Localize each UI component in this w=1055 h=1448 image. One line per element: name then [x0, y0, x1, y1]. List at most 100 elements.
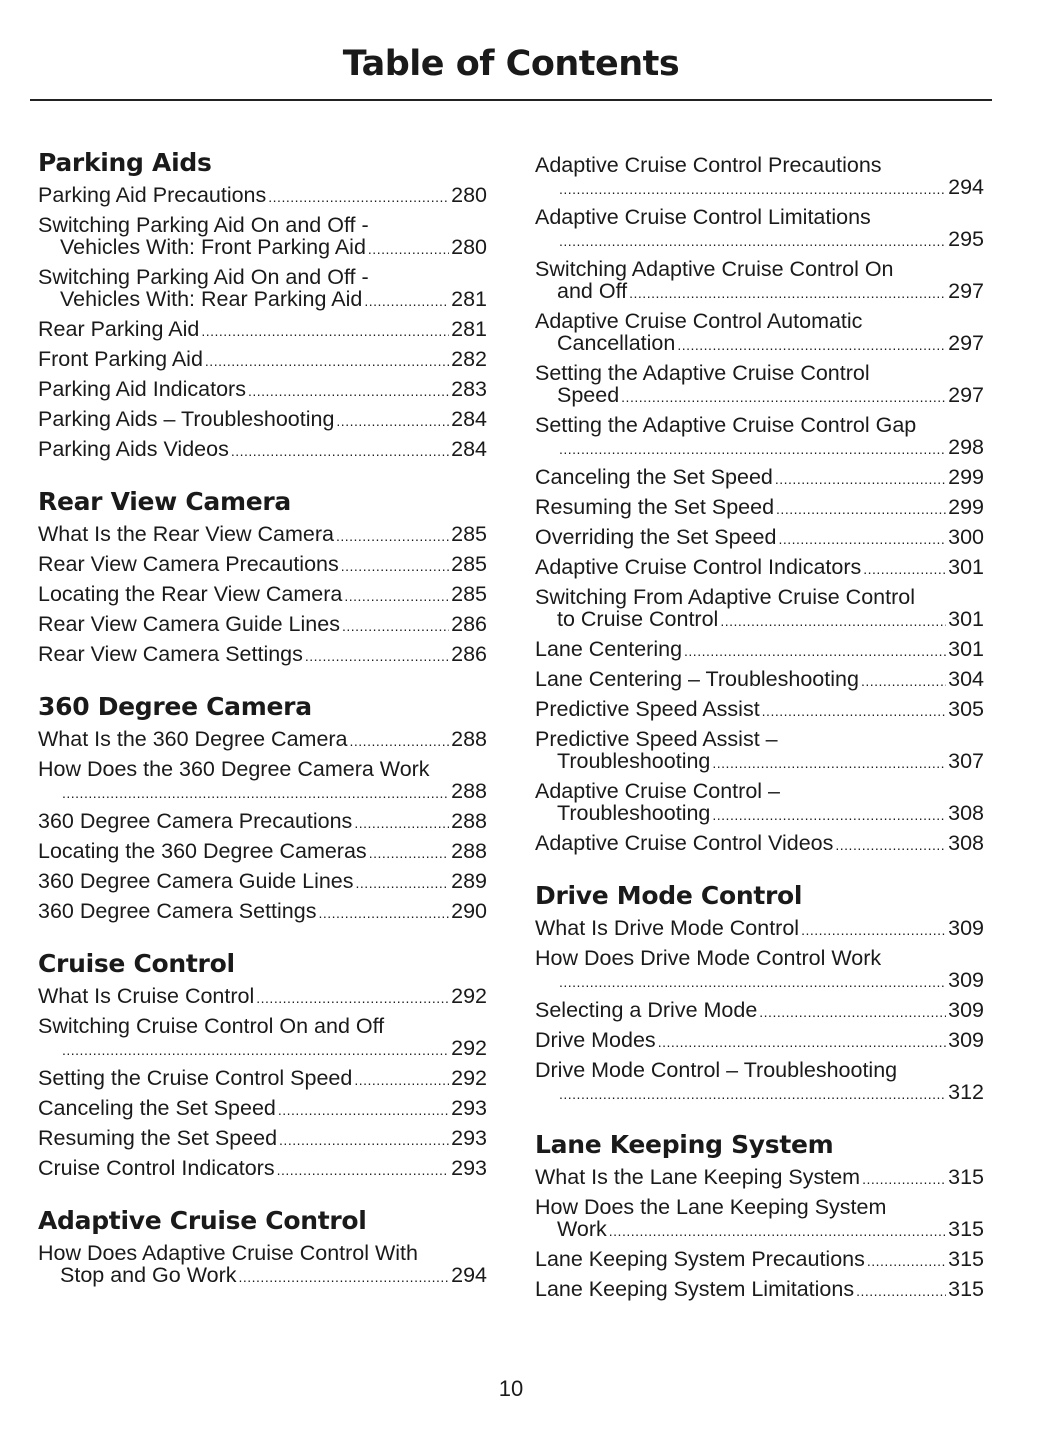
entry-title: Parking Aid Precautions: [38, 183, 267, 207]
toc-entry[interactable]: Adaptive Cruise Control Videos 308: [535, 828, 984, 858]
toc-entry[interactable]: Adaptive Cruise Control – Troubleshooting…: [535, 776, 984, 828]
leader-dots: [867, 1252, 946, 1270]
leader-dots: [776, 500, 946, 518]
toc-entry[interactable]: Switching From Adaptive Cruise Control to…: [535, 582, 984, 634]
toc-entry[interactable]: Drive Modes 309: [535, 1025, 984, 1055]
entry-title-continued: Speed: [557, 383, 620, 407]
leader-dots: [238, 1268, 449, 1286]
toc-entry[interactable]: What Is Cruise Control 292: [38, 981, 487, 1011]
entry-title: Lane Centering – Troubleshooting: [535, 667, 859, 691]
toc-entry[interactable]: What Is the 360 Degree Camera 288: [38, 724, 487, 754]
entry-page-number: 315: [948, 1165, 984, 1189]
entry-title: Selecting a Drive Mode: [535, 998, 758, 1022]
toc-entry[interactable]: Predictive Speed Assist – Troubleshooting…: [535, 724, 984, 776]
toc-entry[interactable]: Resuming the Set Speed 299: [535, 492, 984, 522]
toc-entry[interactable]: Canceling the Set Speed 299: [535, 462, 984, 492]
section-heading: Parking Aids: [38, 148, 212, 177]
toc-entry[interactable]: Lane Keeping System Limitations 315: [535, 1274, 984, 1304]
toc-entry[interactable]: Overriding the Set Speed 300: [535, 522, 984, 552]
entry-page-number: 301: [948, 555, 984, 579]
toc-entry[interactable]: Cruise Control Indicators 293: [38, 1153, 487, 1183]
toc-entry[interactable]: 360 Degree Camera Settings 290: [38, 896, 487, 926]
toc-entry[interactable]: Predictive Speed Assist 305: [535, 694, 984, 724]
toc-entry[interactable]: Setting the Adaptive Cruise Control Speed…: [535, 358, 984, 410]
toc-entry[interactable]: Adaptive Cruise Control Precautions 294: [535, 150, 984, 202]
entry-page-number: 292: [451, 1036, 487, 1060]
toc-entry[interactable]: Drive Mode Control – Troubleshooting 312: [535, 1055, 984, 1107]
toc-entry[interactable]: Locating the 360 Degree Cameras 288: [38, 836, 487, 866]
toc-entry[interactable]: Rear View Camera Settings 286: [38, 639, 487, 669]
toc-entry[interactable]: Switching Parking Aid On and Off - Vehicl…: [38, 210, 487, 262]
entry-line-continued: Vehicles With: Rear Parking Aid 281: [38, 288, 487, 310]
entry-title: Overriding the Set Speed: [535, 525, 777, 549]
toc-entry[interactable]: 360 Degree Camera Precautions 288: [38, 806, 487, 836]
leader-dots: [684, 642, 946, 660]
leader-dots: [712, 754, 946, 772]
toc-entry[interactable]: Adaptive Cruise Control Indicators 301: [535, 552, 984, 582]
entry-title: What Is Cruise Control: [38, 984, 255, 1008]
toc-entry[interactable]: What Is the Rear View Camera 285: [38, 519, 487, 549]
entry-page-number: 293: [451, 1126, 487, 1150]
toc-entry[interactable]: Lane Keeping System Precautions 315: [535, 1244, 984, 1274]
toc-entry[interactable]: How Does Adaptive Cruise Control With Sto…: [38, 1238, 487, 1290]
toc-entry[interactable]: Parking Aids Videos 284: [38, 434, 487, 464]
toc-entry[interactable]: Adaptive Cruise Control Limitations 295: [535, 202, 984, 254]
entry-title-continued: to Cruise Control: [557, 607, 719, 631]
toc-entry[interactable]: Setting the Adaptive Cruise Control Gap 2…: [535, 410, 984, 462]
toc-entry[interactable]: Lane Centering – Troubleshooting 304: [535, 664, 984, 694]
entry-line: What Is the Rear View Camera 285: [38, 523, 487, 545]
toc-entry[interactable]: Parking Aid Precautions 280: [38, 180, 487, 210]
toc-entry[interactable]: Lane Centering 301: [535, 634, 984, 664]
toc-entry[interactable]: How Does the 360 Degree Camera Work 288: [38, 754, 487, 806]
entry-line-continued: Vehicles With: Front Parking Aid 280: [38, 236, 487, 258]
leader-dots: [205, 352, 449, 370]
toc-entry[interactable]: Switching Adaptive Cruise Control On and …: [535, 254, 984, 306]
entry-line: How Does the 360 Degree Camera Work: [38, 758, 487, 780]
toc-entry[interactable]: Adaptive Cruise Control Automatic Cancell…: [535, 306, 984, 358]
toc-entry[interactable]: What Is the Lane Keeping System 315: [535, 1162, 984, 1192]
toc-entry[interactable]: Canceling the Set Speed 293: [38, 1093, 487, 1123]
entry-title: Locating the Rear View Camera: [38, 582, 343, 606]
section-heading: 360 Degree Camera: [38, 692, 312, 721]
entry-page-number: 301: [948, 637, 984, 661]
entry-line: Switching From Adaptive Cruise Control: [535, 586, 984, 608]
toc-entry[interactable]: How Does Drive Mode Control Work 309: [535, 943, 984, 995]
entry-title: Setting the Adaptive Cruise Control: [535, 361, 870, 385]
entry-line: Adaptive Cruise Control Automatic: [535, 310, 984, 332]
toc-entry[interactable]: Rear View Camera Precautions 285: [38, 549, 487, 579]
toc-entry[interactable]: Setting the Cruise Control Speed 292: [38, 1063, 487, 1093]
toc-entry[interactable]: Parking Aid Indicators 283: [38, 374, 487, 404]
toc-entry[interactable]: Rear View Camera Guide Lines 286: [38, 609, 487, 639]
entry-title: Resuming the Set Speed: [535, 495, 775, 519]
toc-entry[interactable]: Switching Parking Aid On and Off - Vehicl…: [38, 262, 487, 314]
toc-entry[interactable]: Rear Parking Aid 281: [38, 314, 487, 344]
entry-line: Adaptive Cruise Control Indicators 301: [535, 556, 984, 578]
entry-title: Canceling the Set Speed: [38, 1096, 276, 1120]
entry-page-number: 286: [451, 642, 487, 666]
toc-entry[interactable]: Parking Aids – Troubleshooting 284: [38, 404, 487, 434]
toc-entry[interactable]: Locating the Rear View Camera 285: [38, 579, 487, 609]
leader-dots: [856, 1282, 946, 1300]
leader-dots: [277, 1161, 450, 1179]
entry-title: What Is Drive Mode Control: [535, 916, 800, 940]
entry-page-number: 288: [451, 809, 487, 833]
toc-section: Lane Keeping System What Is the Lane Keep…: [535, 1128, 984, 1304]
toc-entry[interactable]: Front Parking Aid 282: [38, 344, 487, 374]
entry-title: Rear Parking Aid: [38, 317, 200, 341]
entry-title: Switching Parking Aid On and Off -: [38, 265, 369, 289]
toc-entry[interactable]: What Is Drive Mode Control 309: [535, 913, 984, 943]
entry-page-number: 315: [948, 1247, 984, 1271]
toc-entry[interactable]: Selecting a Drive Mode 309: [535, 995, 984, 1025]
toc-entry[interactable]: 360 Degree Camera Guide Lines 289: [38, 866, 487, 896]
toc-entry[interactable]: Resuming the Set Speed 293: [38, 1123, 487, 1153]
entry-title: Parking Aids – Troubleshooting: [38, 407, 335, 431]
toc-entry[interactable]: Switching Cruise Control On and Off 292: [38, 1011, 487, 1063]
leader-dots: [350, 732, 450, 750]
leader-dots: [621, 388, 946, 406]
entry-line: Adaptive Cruise Control Limitations: [535, 206, 984, 228]
entry-page-number: 294: [451, 1263, 487, 1287]
entry-line: Adaptive Cruise Control Videos 308: [535, 832, 984, 854]
leader-dots: [356, 874, 450, 892]
entry-line: Locating the 360 Degree Cameras 288: [38, 840, 487, 862]
